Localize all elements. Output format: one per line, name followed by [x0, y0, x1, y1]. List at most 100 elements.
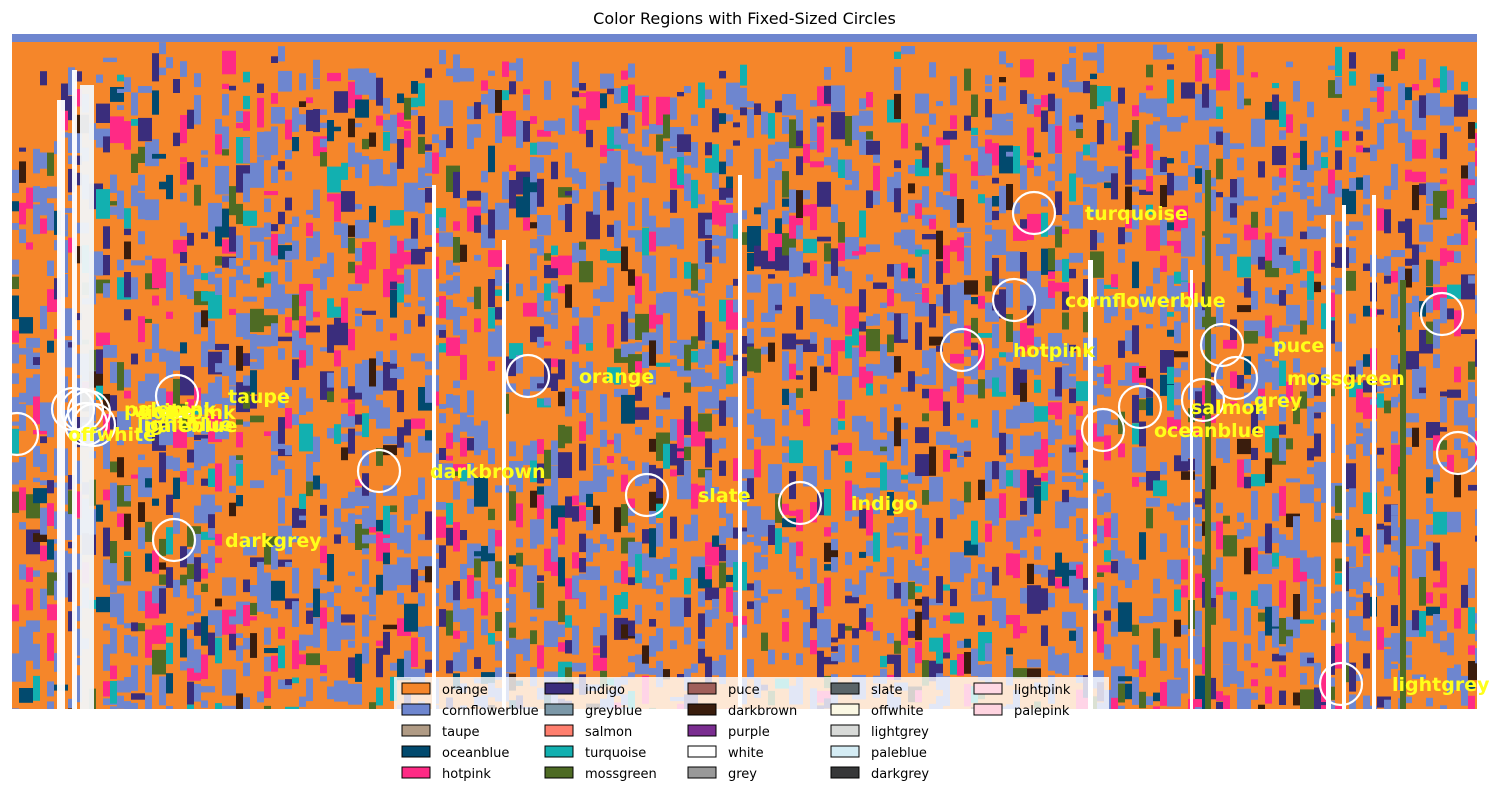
- mosaic-cell: [355, 586, 362, 592]
- mosaic-cell: [1349, 662, 1356, 692]
- mosaic-cell: [264, 609, 271, 615]
- mosaic-cell: [810, 294, 824, 320]
- mosaic-cell: [1251, 211, 1258, 228]
- mosaic-cell: [880, 384, 887, 394]
- mosaic-cell: [1468, 417, 1475, 443]
- mosaic-cell: [166, 673, 173, 694]
- mosaic-cell: [250, 244, 257, 260]
- mosaic-cell: [215, 363, 222, 373]
- mosaic-cell: [103, 644, 110, 671]
- mosaic-cell: [40, 436, 47, 444]
- mosaic-cell: [362, 156, 369, 165]
- mosaic-cell: [1328, 686, 1335, 700]
- mosaic-cell: [124, 623, 131, 629]
- mosaic-cell: [579, 317, 593, 345]
- mosaic-cell: [1321, 157, 1328, 169]
- mosaic-cell: [950, 434, 957, 448]
- mosaic-cell: [187, 162, 194, 180]
- mosaic-cell: [1181, 305, 1188, 323]
- mosaic-cell: [453, 265, 460, 273]
- mosaic-cell: [817, 116, 824, 123]
- mosaic-cell: [1321, 673, 1328, 702]
- mosaic-cell: [831, 653, 838, 662]
- mosaic-cell: [894, 356, 901, 373]
- mosaic-cell: [390, 350, 397, 364]
- mosaic-cell: [19, 403, 26, 431]
- mosaic-cell: [152, 625, 166, 644]
- mosaic-cell: [1461, 675, 1468, 706]
- mosaic-cell: [950, 612, 964, 624]
- mosaic-cell: [1069, 447, 1076, 453]
- mosaic-cell: [124, 369, 131, 388]
- mosaic-cell: [1475, 176, 1477, 203]
- mosaic-cell: [1020, 516, 1027, 538]
- mosaic-cell: [873, 532, 880, 562]
- mosaic-cell: [593, 289, 600, 299]
- mosaic-cell: [1279, 325, 1293, 332]
- mosaic-cell: [446, 610, 453, 636]
- mosaic-cell: [775, 283, 782, 294]
- mosaic-cell: [1475, 150, 1477, 167]
- mosaic-cell: [124, 121, 131, 150]
- mosaic-cell: [1475, 648, 1477, 664]
- mosaic-cell: [306, 209, 313, 215]
- mosaic-cell: [173, 512, 180, 534]
- mosaic-cell: [873, 282, 887, 289]
- mosaic-cell: [656, 523, 663, 547]
- mosaic-cell: [215, 424, 229, 440]
- mosaic-cell: [586, 510, 593, 531]
- mosaic-cell: [180, 265, 187, 295]
- mosaic-cell: [579, 93, 586, 97]
- mosaic-cell: [670, 640, 677, 650]
- mosaic-cell: [1020, 219, 1027, 229]
- mosaic-cell: [180, 252, 187, 264]
- mosaic-cell: [1146, 85, 1153, 91]
- mosaic-cell: [607, 469, 614, 477]
- mosaic-cell: [1195, 476, 1202, 492]
- mosaic-cell: [495, 115, 502, 143]
- mosaic-cell: [635, 427, 642, 435]
- mosaic-cell: [166, 418, 173, 445]
- mosaic-cell: [586, 538, 593, 562]
- mosaic-cell: [1027, 563, 1034, 585]
- mosaic-cell: [824, 299, 831, 325]
- legend-label-mossgreen: mossgreen: [585, 767, 657, 782]
- mosaic-cell: [187, 549, 194, 564]
- mosaic-cell: [1433, 261, 1440, 285]
- mosaic-cell: [124, 241, 131, 260]
- mosaic-cell: [40, 218, 47, 234]
- mosaic-cell: [1377, 530, 1384, 553]
- mosaic-cell: [264, 676, 271, 699]
- mosaic-cell: [1195, 448, 1202, 475]
- mosaic-cell: [1328, 700, 1335, 709]
- mosaic-cell: [131, 622, 138, 632]
- mosaic-cell: [1167, 385, 1174, 411]
- mosaic-cell: [1125, 186, 1132, 210]
- mosaic-cell: [1475, 396, 1477, 418]
- mosaic-cell: [761, 596, 768, 603]
- region-circle-purple: [1435, 430, 1481, 476]
- mosaic-cell: [313, 78, 320, 90]
- mosaic-cell: [719, 544, 726, 562]
- mosaic-cell: [1111, 115, 1118, 141]
- mosaic-cell: [1174, 175, 1188, 191]
- mosaic-cell: [509, 555, 516, 564]
- mosaic-cell: [264, 656, 271, 672]
- mosaic-cell: [1419, 59, 1426, 80]
- mosaic-cell: [418, 136, 425, 154]
- mosaic-cell: [663, 557, 670, 583]
- mosaic-cell: [264, 198, 271, 213]
- mosaic-cell: [1454, 608, 1461, 629]
- mosaic-cell: [915, 565, 922, 584]
- mosaic-cell: [642, 97, 649, 126]
- mosaic-cell: [1041, 198, 1048, 207]
- mosaic-cell: [971, 135, 978, 149]
- region-circle-indigo: [777, 480, 823, 526]
- mosaic-cell: [334, 680, 348, 702]
- mosaic-cell: [96, 74, 103, 83]
- mosaic-cell: [747, 438, 754, 450]
- mosaic-cell: [1174, 368, 1181, 378]
- mosaic-cell: [572, 61, 579, 88]
- mosaic-cell: [607, 88, 614, 95]
- mosaic-cell: [642, 129, 649, 147]
